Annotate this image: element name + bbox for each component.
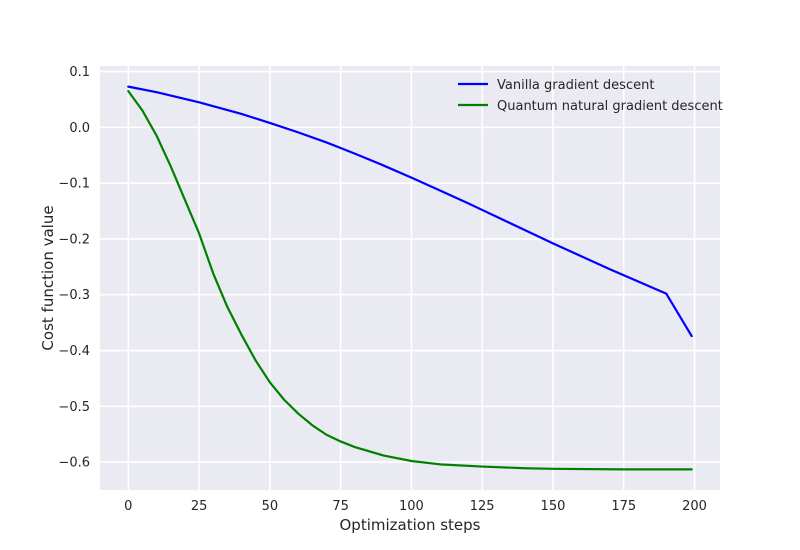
- x-tick-label: 200: [682, 499, 707, 514]
- x-tick-label: 0: [124, 499, 132, 514]
- y-tick-label: −0.3: [58, 288, 90, 303]
- x-tick-label: 75: [332, 499, 349, 514]
- x-tick-label: 150: [541, 499, 566, 514]
- legend-label: Quantum natural gradient descent: [497, 99, 723, 114]
- y-tick-label: −0.1: [58, 177, 90, 192]
- x-tick-label: 25: [191, 499, 208, 514]
- x-tick-labels: 0 25 50 75 100 125 150 175 200: [124, 499, 707, 514]
- series-line-qng: [127, 90, 693, 471]
- y-tick-label: 0.0: [69, 121, 90, 136]
- legend: Vanilla gradient descent Quantum natural …: [458, 78, 723, 114]
- plot-area: [100, 66, 720, 490]
- series-lines: [127, 85, 693, 471]
- x-tick-label: 175: [611, 499, 636, 514]
- y-tick-label: 0.1: [69, 65, 90, 80]
- y-axis-label: Cost function value: [39, 205, 57, 350]
- y-tick-label: −0.2: [58, 232, 90, 247]
- series-line-vanilla: [127, 85, 693, 338]
- y-tick-label: −0.6: [58, 456, 90, 471]
- x-axis-label: Optimization steps: [340, 516, 481, 534]
- x-tick-label: 50: [262, 499, 279, 514]
- grid: [100, 66, 720, 490]
- y-tick-label: −0.5: [58, 400, 90, 415]
- y-tick-label: −0.4: [58, 344, 90, 359]
- x-tick-label: 100: [399, 499, 424, 514]
- y-tick-labels: 0.1 0.0 −0.1 −0.2 −0.3 −0.4 −0.5 −0.6: [58, 65, 90, 471]
- x-tick-label: 125: [470, 499, 495, 514]
- legend-label: Vanilla gradient descent: [497, 78, 654, 93]
